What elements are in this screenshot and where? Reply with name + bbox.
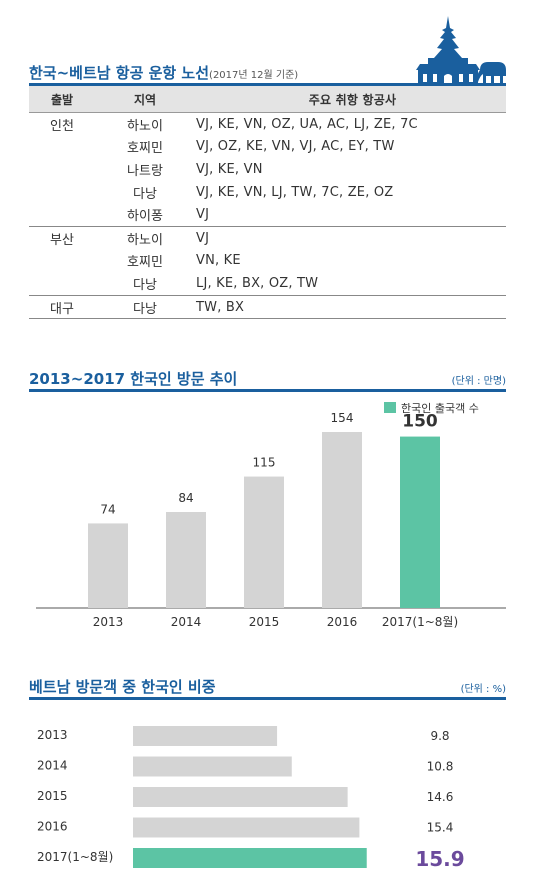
visits-bar-2016 bbox=[322, 432, 362, 608]
visits-bar-chart: 한국인 출국객 수 74 2013 84 2014 115 2015 154 2016 150 2… bbox=[36, 402, 506, 629]
visits-bar-2014 bbox=[166, 512, 206, 608]
header-departure: 출발 bbox=[29, 86, 95, 113]
visits-tick-label: 2014 bbox=[171, 615, 202, 629]
table-row: 부산 하노이 VJ bbox=[29, 226, 506, 249]
airlines-cell: VJ, KE, VN bbox=[196, 161, 263, 177]
header-airlines: 주요 취항 항공사 bbox=[196, 86, 506, 113]
share-category-label: 2014 bbox=[37, 759, 68, 773]
share-bar-2013 bbox=[133, 726, 278, 746]
legend-swatch bbox=[384, 402, 396, 413]
region-cell: 나트랑 bbox=[127, 163, 163, 179]
region-cell: 호찌민 bbox=[127, 255, 163, 271]
share-bar-2015 bbox=[133, 787, 348, 807]
region-cell: 다낭 bbox=[133, 301, 157, 317]
visits-value-label: 150 bbox=[402, 412, 438, 432]
table-row: 나트랑 VJ, KE, VN bbox=[29, 158, 506, 181]
visits-value-label: 154 bbox=[331, 411, 354, 425]
share-bar-chart: 2013 9.8 2014 10.8 2015 14.6 2016 15.4 2017(1~8월… bbox=[37, 726, 465, 871]
temple-elephant-illustration bbox=[416, 16, 506, 84]
visits-title-rule bbox=[29, 389, 506, 392]
table-row: 호찌민 VJ, OZ, KE, VN, VJ, AC, EY, TW bbox=[29, 136, 506, 159]
share-value-label: 9.8 bbox=[430, 729, 449, 743]
visits-unit-label: (단위 : 만명) bbox=[451, 376, 506, 387]
visits-bar-2013 bbox=[88, 523, 128, 608]
share-bar-2016 bbox=[133, 817, 360, 838]
route-section-title: 한국~베트남 항공 운항 노선(2017년 12월 기준) bbox=[29, 62, 298, 83]
route-table-header-row: 출발 지역 주요 취항 항공사 bbox=[29, 86, 506, 113]
share-category-label: 2017(1~8월) bbox=[37, 850, 113, 864]
airlines-cell: VJ, OZ, KE, VN, VJ, AC, EY, TW bbox=[196, 139, 395, 155]
airlines-cell: VJ bbox=[196, 230, 210, 246]
table-row: 호찌민 VN, KE bbox=[29, 250, 506, 273]
visits-bar-2015 bbox=[244, 476, 284, 608]
visits-tick-label: 2016 bbox=[327, 615, 358, 629]
region-cell: 하이퐁 bbox=[127, 209, 163, 225]
airlines-cell: TW, BX bbox=[196, 295, 506, 320]
table-row: 다낭 VJ, KE, VN, LJ, TW, 7C, ZE, OZ bbox=[29, 181, 506, 204]
share-category-label: 2015 bbox=[37, 789, 68, 803]
table-row: 다낭 LJ, KE, BX, OZ, TW bbox=[29, 272, 506, 296]
share-value-label: 15.4 bbox=[427, 821, 454, 835]
header-region: 지역 bbox=[95, 86, 196, 113]
airlines-cell: VN, KE bbox=[196, 253, 241, 269]
share-unit-label: (단위 : %) bbox=[460, 684, 506, 695]
route-title-rule bbox=[29, 83, 506, 86]
share-category-label: 2013 bbox=[37, 728, 68, 742]
airlines-cell: LJ, KE, BX, OZ, TW bbox=[196, 272, 506, 296]
visits-tick-label: 2013 bbox=[93, 615, 124, 629]
region-cell: 다낭 bbox=[133, 186, 157, 202]
table-row: 대구 다낭 TW, BX bbox=[29, 295, 506, 320]
route-title-subtitle: (2017년 12월 기준) bbox=[209, 70, 299, 81]
share-value-label: 10.8 bbox=[427, 760, 454, 774]
airlines-cell: VJ bbox=[196, 203, 506, 227]
table-row: 인천 하노이 VJ, KE, VN, OZ, UA, AC, LJ, ZE, 7… bbox=[29, 113, 506, 136]
legend-label: 한국인 출국객 수 bbox=[401, 402, 479, 415]
visits-value-label: 84 bbox=[178, 491, 193, 505]
airlines-cell: VJ, KE, VN, LJ, TW, 7C, ZE, OZ bbox=[196, 184, 394, 200]
airlines-cell: VJ, KE, VN, OZ, UA, AC, LJ, ZE, 7C bbox=[196, 116, 418, 132]
departure-incheon: 인천 bbox=[50, 118, 74, 134]
share-category-label: 2016 bbox=[37, 820, 68, 834]
share-value-label: 15.9 bbox=[415, 847, 464, 871]
region-cell: 다낭 bbox=[133, 277, 157, 293]
visits-section-title: 2013~2017 한국인 방문 추이 bbox=[29, 370, 238, 388]
visits-bar-2017(1~8월) bbox=[400, 436, 440, 608]
visits-tick-label: 2015 bbox=[249, 615, 280, 629]
share-title-rule bbox=[29, 697, 506, 700]
region-cell: 호찌민 bbox=[127, 141, 163, 157]
share-bar-2014 bbox=[133, 756, 292, 777]
departure-daegu: 대구 bbox=[29, 295, 95, 320]
share-bar-2017(1~8월) bbox=[133, 848, 367, 868]
departure-busan: 부산 bbox=[50, 232, 74, 248]
table-row: 하이퐁 VJ bbox=[29, 203, 506, 227]
route-table: 출발 지역 주요 취항 항공사 인천 하노이 VJ, KE, VN, OZ, U… bbox=[29, 86, 506, 320]
visits-value-label: 74 bbox=[100, 502, 115, 516]
route-title-text: 한국~베트남 항공 운항 노선 bbox=[29, 64, 210, 82]
visits-value-label: 115 bbox=[253, 456, 276, 470]
share-section-title: 베트남 방문객 중 한국인 비중 bbox=[29, 678, 216, 696]
region-cell: 하노이 bbox=[127, 232, 163, 248]
region-cell: 하노이 bbox=[127, 118, 163, 134]
visits-tick-label: 2017(1~8월) bbox=[382, 615, 458, 629]
share-value-label: 14.6 bbox=[427, 790, 454, 804]
